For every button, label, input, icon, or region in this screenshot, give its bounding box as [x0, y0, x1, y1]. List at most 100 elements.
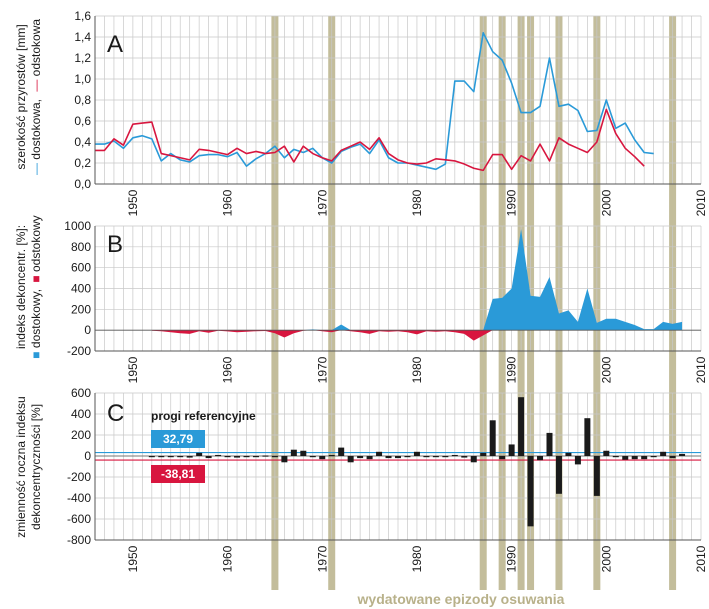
bar — [650, 456, 657, 458]
panel-b-ytick-label: -200 — [67, 344, 91, 358]
panel-a-xtick-label: 1960 — [221, 189, 235, 216]
panel-c-ytick-label: -800 — [67, 533, 91, 547]
panel-b-ytick-label: 800 — [71, 240, 91, 254]
threshold-lower-badge — [151, 465, 205, 483]
thresholds-title: progi referencyjne — [151, 409, 256, 423]
bar — [158, 456, 165, 458]
panel-c-xtick-label: 2000 — [599, 545, 613, 572]
bar — [442, 456, 449, 458]
bar — [395, 456, 401, 459]
panel-a-xtick-label: 2010 — [694, 189, 708, 216]
area-positive — [151, 229, 683, 331]
bar — [366, 456, 373, 460]
bar — [385, 456, 392, 459]
panel-c-ytick-label: 400 — [71, 407, 91, 421]
panel-a-ytick-label: 0,2 — [74, 156, 91, 170]
panel-a-series — [95, 31, 654, 172]
legend-dostokowa: dostokowa, — [29, 99, 43, 160]
series-line-dostokowa — [95, 31, 654, 171]
panel-c-ytick-label: 0 — [84, 449, 91, 463]
bar — [593, 456, 600, 496]
bar — [357, 456, 364, 459]
panel-b-ylabel-line2: ■ dostokowy, ■ odstokowy — [29, 215, 43, 358]
panel-b-axes: -200 0 200 400 600 800 1000 1950 1960 1970 1980 199… — [64, 219, 708, 383]
bar — [309, 456, 316, 458]
bar — [376, 451, 383, 456]
panel-b-ytick-label: 0 — [84, 323, 91, 337]
bar — [451, 454, 458, 457]
series-line-odstokowa — [95, 108, 645, 172]
episodes-label: wydatowane epizody osuwania — [357, 591, 565, 607]
bar — [470, 456, 477, 463]
panel-c-xtick-label: 2010 — [694, 545, 708, 572]
panel-c-ytick-label: -200 — [67, 470, 91, 484]
panel-a-chart: 0,0 0,2 0,4 0,6 0,8 1,0 1,2 1,4 1,6 1950 1960 1970 1… — [74, 9, 708, 216]
panel-a-xtick-label: 1970 — [315, 189, 329, 216]
panel-a-ytick-label: 1,0 — [74, 72, 91, 86]
threshold-lower-label: -38,81 — [161, 467, 195, 481]
bar — [603, 450, 610, 456]
area-negative — [151, 330, 683, 341]
bar — [167, 456, 174, 458]
panel-a-ytick-label: 0,4 — [74, 135, 91, 149]
panel-c-ytick-label: -600 — [67, 512, 91, 526]
bar — [461, 456, 468, 458]
panel-b-series — [95, 229, 701, 341]
legend-odstokowy: odstokowy — [29, 215, 43, 272]
threshold-upper-badge — [151, 430, 205, 448]
bar — [347, 456, 354, 463]
panel-c-series — [95, 397, 701, 527]
legend-blue-dash: — — [29, 163, 43, 175]
panel-b-letter: B — [107, 231, 123, 258]
panel-b-ytick-label: 1000 — [64, 219, 91, 233]
bar — [669, 456, 676, 459]
panel-c-axes: -800 -600 -400 -200 0 200 400 600 1950 1960 1970 19… — [67, 386, 708, 572]
bar — [177, 456, 184, 458]
panel-a-xtick-label: 1980 — [410, 189, 424, 216]
panel-b-xtick-label: 1960 — [221, 356, 235, 383]
bar — [148, 456, 155, 458]
bar — [565, 452, 572, 456]
panel-c-ytick-label: 200 — [71, 428, 91, 442]
panel-c-ylabel-line2: dekoncentryczności [%] — [29, 404, 43, 530]
panel-a-axes: 0,0 0,2 0,4 0,6 0,8 1,0 1,2 1,4 1,6 1950 1960 1970 1… — [74, 9, 708, 216]
panel-a-xtick-label: 1950 — [126, 189, 140, 216]
bar — [518, 397, 525, 456]
bar — [499, 456, 506, 460]
panel-b-xtick-label: 1950 — [126, 356, 140, 383]
bar — [338, 447, 345, 456]
bar — [252, 456, 259, 458]
panel-a-ylabel: szerokość przyrostów [mm] — dostokowa, —… — [14, 19, 43, 175]
panel-b-ylabel-line1: indeks dekoncentr. [%]: — [14, 225, 28, 349]
panel-c-xtick-label: 1980 — [410, 545, 424, 572]
bar — [281, 456, 288, 463]
legend-red-dash: — — [29, 80, 43, 92]
bar — [612, 456, 619, 458]
threshold-upper-label: 32,79 — [163, 432, 193, 446]
bar — [660, 451, 667, 456]
bar — [489, 420, 496, 456]
panel-c-xtick-label: 1990 — [505, 545, 519, 572]
panel-b-ylabel: indeks dekoncentr. [%]: ■ dostokowy, ■ o… — [14, 215, 43, 358]
panel-a-ytick-label: 0,6 — [74, 114, 91, 128]
bar — [186, 456, 193, 458]
legend-blue-square: ■ — [29, 348, 43, 359]
bar — [432, 456, 439, 458]
bar — [537, 456, 544, 461]
bar — [584, 418, 591, 456]
bar — [641, 456, 648, 460]
panel-c-ylabel-line1: zmienność roczna indeksu — [14, 396, 28, 537]
bar — [319, 456, 326, 460]
panel-a-grid — [94, 15, 702, 185]
panel-a-letter: A — [107, 31, 123, 58]
legend-odstokowa: odstokowa — [29, 19, 43, 77]
bar — [328, 454, 335, 457]
bar — [631, 456, 638, 460]
panel-a-ytick-label: 1,6 — [74, 9, 91, 23]
bar — [622, 456, 629, 460]
bar — [205, 456, 212, 459]
bar — [262, 455, 269, 457]
bar — [271, 456, 278, 458]
panel-a-ytick-label: 0,0 — [74, 177, 91, 191]
